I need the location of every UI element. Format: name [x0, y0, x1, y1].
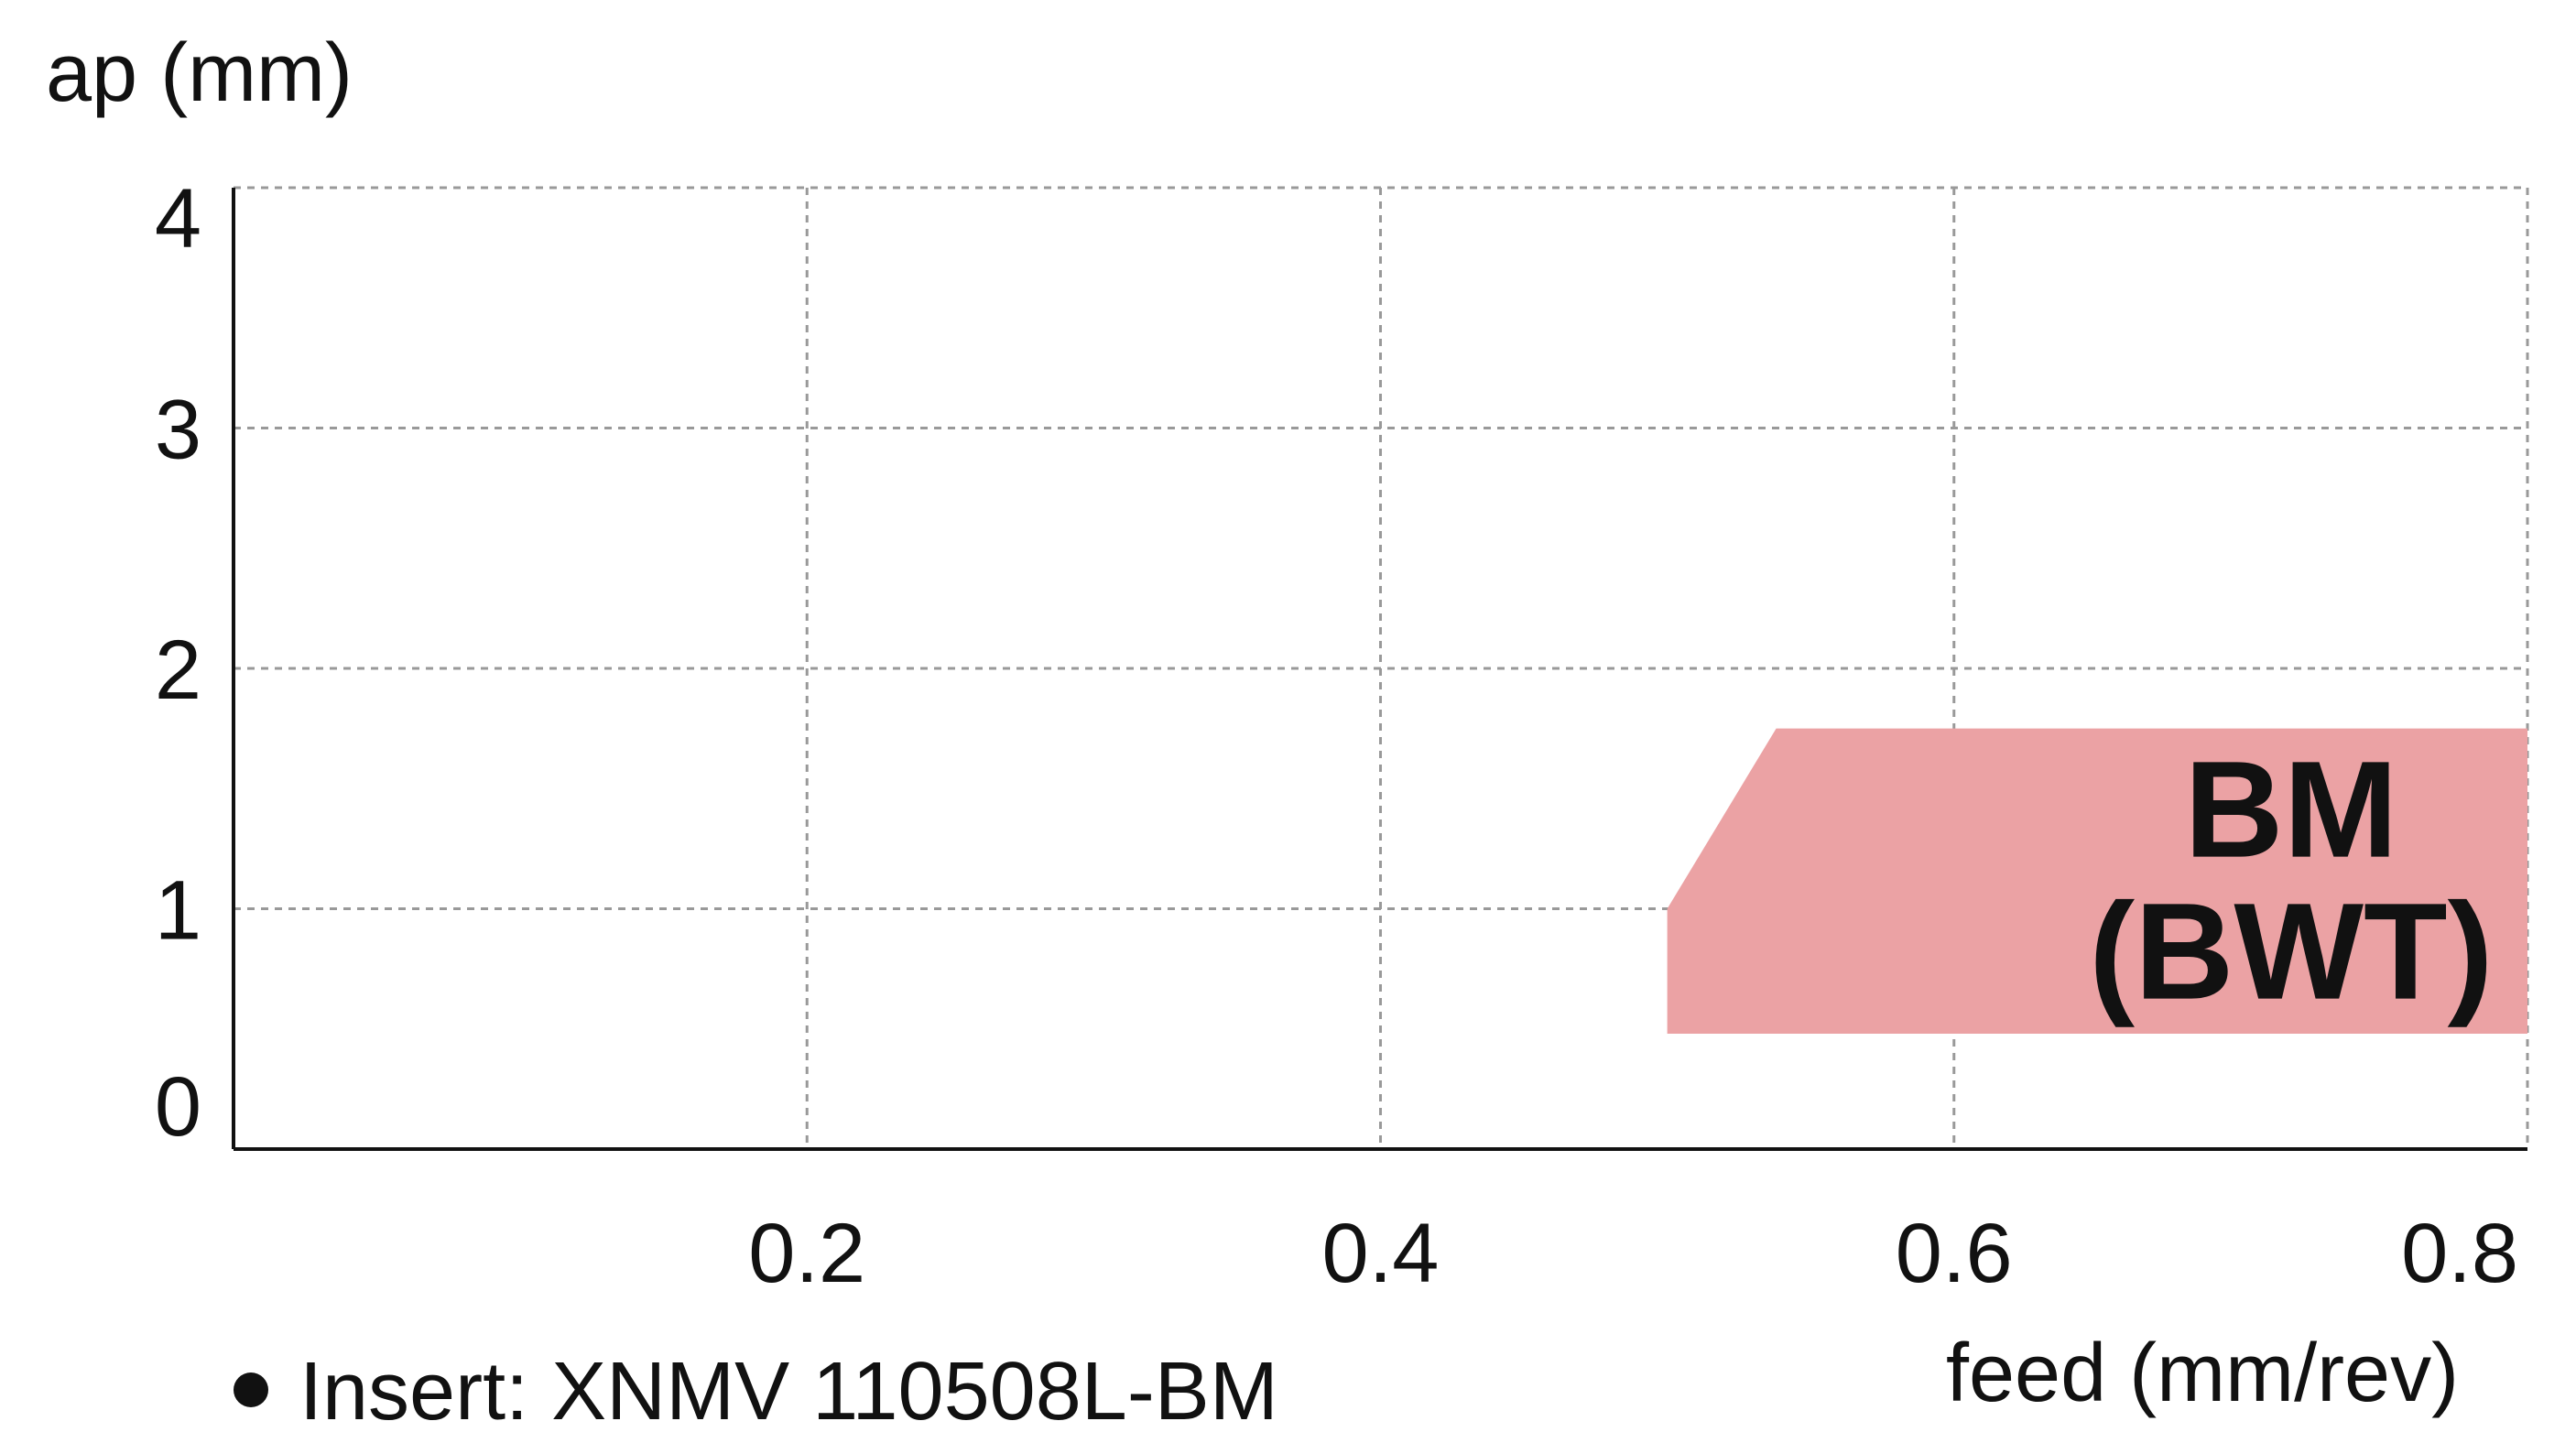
y-tick-label-2: 2 [155, 624, 201, 717]
y-tick-label-3: 3 [155, 384, 201, 477]
y-tick-label-0: 0 [155, 1060, 201, 1154]
tick-layer: 0.2 0.4 0.6 0.8 0 1 2 3 4 [155, 172, 2518, 1300]
bullet-icon [234, 1372, 268, 1408]
x-tick-label-0: 0.2 [748, 1207, 865, 1300]
y-tick-label-1: 1 [155, 864, 201, 958]
region-label-line1: BM [2184, 732, 2397, 886]
insert-note-text: Insert: XNMV 110508L-BM [299, 1346, 1278, 1432]
x-axis-label: feed (mm/rev) [1946, 1328, 2460, 1419]
x-tick-label-3: 0.8 [2401, 1207, 2518, 1300]
region-bm-area [1667, 728, 2527, 1034]
axis-layer [232, 188, 2527, 1151]
region-label-line2: (BWT) [2089, 874, 2493, 1028]
y-tick-label-4: 4 [155, 172, 201, 266]
x-tick-label-1: 0.4 [1322, 1207, 1440, 1300]
region-layer: BM(BWT) [1667, 728, 2527, 1034]
insert-note: Insert: XNMV 110508L-BM [234, 1351, 1278, 1432]
y-axis-label: ap (mm) [46, 27, 353, 119]
x-tick-label-2: 0.6 [1896, 1207, 2013, 1300]
